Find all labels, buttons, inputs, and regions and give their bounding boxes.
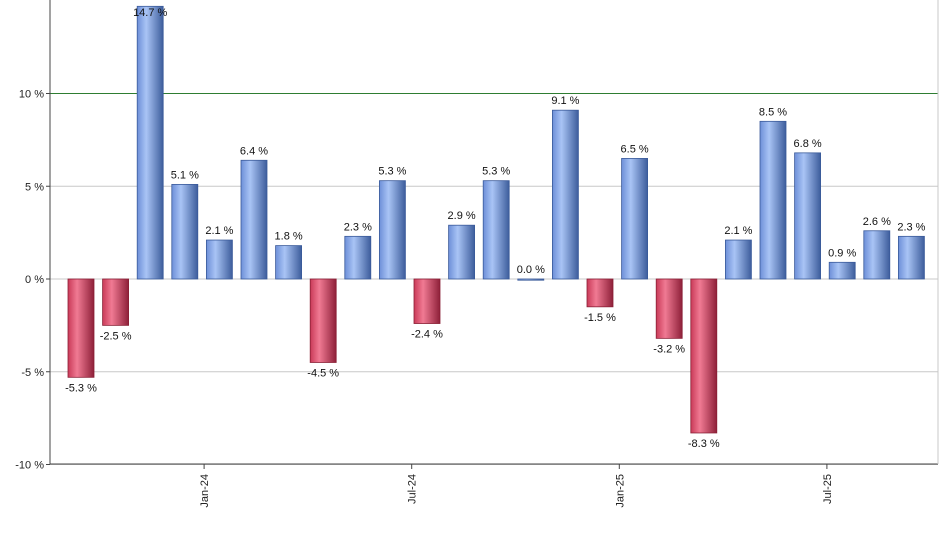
bar bbox=[759, 120, 787, 280]
bar bbox=[828, 261, 856, 280]
y-tick-label: -5 % bbox=[21, 367, 44, 379]
data-label: -4.5 % bbox=[307, 367, 339, 379]
data-label: -5.3 % bbox=[65, 382, 97, 394]
bar bbox=[517, 278, 545, 281]
data-label: -1.5 % bbox=[584, 312, 616, 324]
data-labels: -5.3 % -2.5 % 14.7 % 5.1 % 2.1 % 6.4 % 1.8 % -4… bbox=[65, 7, 926, 450]
data-label: 2.9 % bbox=[448, 210, 476, 222]
x-tick-label: Jul-24 bbox=[407, 474, 419, 504]
bar bbox=[171, 183, 199, 280]
bar bbox=[482, 180, 510, 280]
data-label: 2.3 % bbox=[897, 221, 925, 233]
data-label: 5.1 % bbox=[171, 169, 199, 181]
bar bbox=[240, 159, 268, 280]
bar bbox=[586, 278, 614, 308]
data-label: 5.3 % bbox=[482, 166, 510, 178]
bar bbox=[136, 5, 164, 280]
data-label: -3.2 % bbox=[653, 343, 685, 355]
y-tick-label: -10 % bbox=[15, 460, 44, 472]
bar bbox=[67, 278, 95, 378]
bar bbox=[102, 278, 129, 326]
bar bbox=[863, 230, 891, 280]
data-label: 2.6 % bbox=[863, 216, 891, 228]
bar bbox=[309, 278, 337, 363]
bar bbox=[378, 180, 406, 280]
x-tick-label: Jan-24 bbox=[199, 474, 211, 508]
data-label: -8.3 % bbox=[688, 438, 720, 450]
y-tick-label: 5 % bbox=[25, 181, 44, 193]
bar bbox=[552, 109, 579, 280]
data-label: 8.5 % bbox=[759, 106, 787, 118]
data-label: 5.3 % bbox=[378, 166, 406, 178]
data-label: 2.1 % bbox=[724, 225, 752, 237]
data-label: 6.5 % bbox=[621, 143, 649, 155]
bar bbox=[898, 235, 925, 280]
y-axis-ticks: -10 % -5 % 0 % 5 % 10 % bbox=[15, 89, 50, 472]
axes bbox=[49, 0, 939, 465]
x-tick-label: Jul-25 bbox=[822, 474, 834, 504]
x-axis-ticks: Jan-24 Jul-24 Jan-25 Jul-25 bbox=[199, 464, 834, 508]
x-tick-label: Jan-25 bbox=[614, 474, 626, 508]
data-label: 0.0 % bbox=[517, 264, 545, 276]
data-label: 6.4 % bbox=[240, 145, 268, 157]
data-label: -2.5 % bbox=[100, 330, 132, 342]
data-label: 9.1 % bbox=[551, 95, 579, 107]
bar bbox=[725, 239, 752, 280]
bar bbox=[448, 224, 476, 280]
bar bbox=[690, 278, 718, 434]
data-label: 14.7 % bbox=[133, 7, 167, 19]
bar bbox=[655, 278, 683, 339]
bar bbox=[275, 245, 303, 280]
bar bbox=[344, 235, 372, 280]
y-tick-label: 10 % bbox=[19, 89, 44, 101]
y-tick-label: 0 % bbox=[25, 274, 44, 286]
bar bbox=[794, 152, 821, 280]
bar bbox=[205, 239, 233, 280]
data-label: 2.1 % bbox=[205, 225, 233, 237]
bars bbox=[67, 5, 925, 434]
data-label: 0.9 % bbox=[828, 247, 856, 259]
data-label: 2.3 % bbox=[344, 221, 372, 233]
bar bbox=[413, 278, 441, 324]
data-label: -2.4 % bbox=[411, 329, 443, 341]
data-label: 6.8 % bbox=[794, 138, 822, 150]
bar bbox=[621, 158, 648, 280]
data-label: 1.8 % bbox=[275, 231, 303, 243]
